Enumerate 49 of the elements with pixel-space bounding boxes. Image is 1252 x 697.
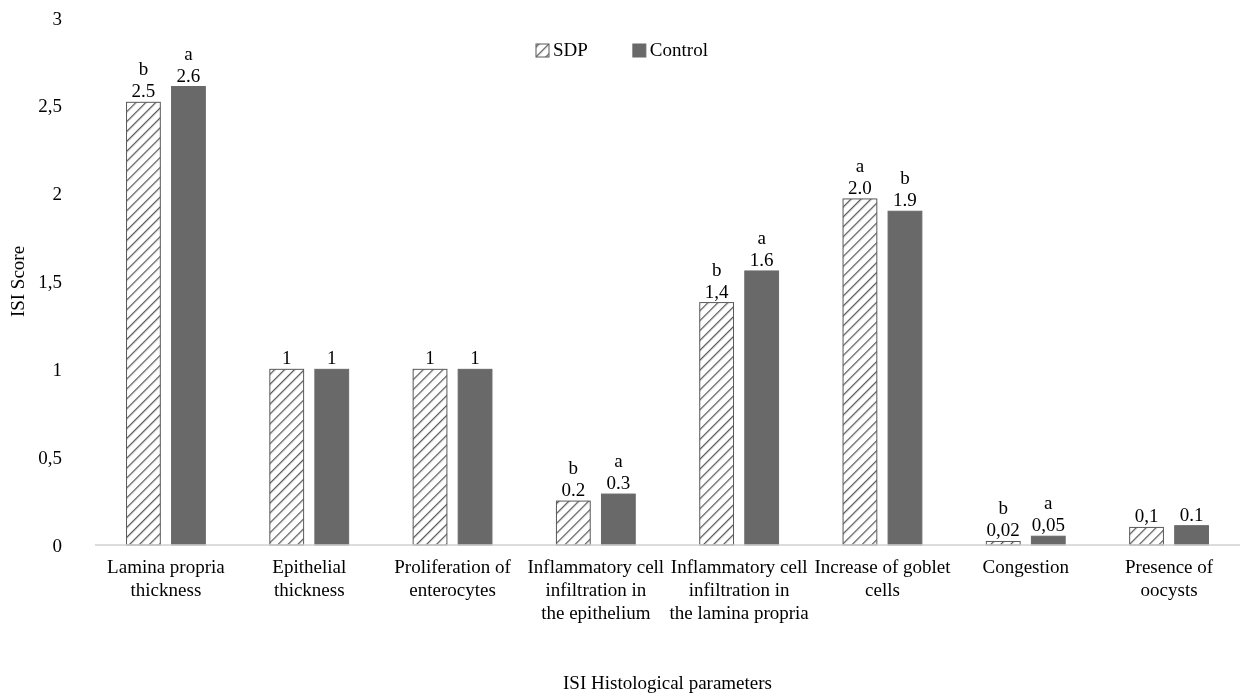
bar: [314, 368, 350, 546]
x-tick-label: Proliferation of enterocytes: [394, 556, 512, 600]
data-label: a 0,05: [1031, 492, 1065, 536]
data-label: a 1.6: [749, 226, 774, 270]
data-label: a 2.0: [848, 154, 872, 198]
bar: [744, 270, 780, 546]
data-label: b 1.9: [893, 167, 917, 211]
y-tick-label: 3: [52, 7, 62, 29]
bar: [269, 368, 305, 546]
x-tick-label: Inflammatory cell infiltration in the epithelium: [527, 556, 665, 623]
legend-label: Control: [649, 39, 708, 60]
bar: [171, 86, 206, 546]
data-label: 0,1: [1134, 505, 1159, 527]
x-axis-title: ISI Histological parameters: [563, 672, 772, 693]
x-tick-label: Inflammatory cell infiltration in the lamina propria: [669, 556, 810, 623]
data-label: b 2.5: [131, 58, 156, 102]
data-label: b 0.2: [561, 457, 586, 501]
data-label: 0.1: [1179, 503, 1204, 525]
bar: [457, 368, 493, 546]
y-axis-title: ISI Score: [7, 245, 28, 318]
bar: [842, 198, 878, 546]
y-tick-label: 0,5: [38, 446, 62, 468]
bar: [600, 493, 636, 546]
data-label: a 2.6: [176, 42, 201, 86]
y-tick-label: 1,5: [38, 271, 62, 293]
y-tick-label: 2: [52, 183, 62, 205]
data-label: b 1,4: [704, 258, 730, 302]
y-tick-label: 2,5: [38, 95, 62, 117]
x-tick-label: Presence of oocysts: [1125, 556, 1214, 600]
bar: [1129, 526, 1164, 546]
data-label: 1: [327, 347, 337, 369]
legend-label: SDP: [553, 39, 588, 60]
data-label: a 0.3: [606, 450, 631, 494]
x-tick-label: Congestion: [982, 556, 1070, 577]
bar: [126, 101, 161, 546]
data-label: 1: [470, 347, 480, 369]
bar: [412, 368, 448, 546]
data-label: b 0,02: [986, 497, 1020, 541]
y-tick-label: 1: [52, 358, 62, 380]
data-label: 1: [281, 347, 292, 369]
bar: [887, 210, 923, 546]
data-label: 1: [425, 347, 435, 369]
bar: [699, 302, 735, 546]
bar: [1174, 525, 1209, 546]
x-tick-label: Increase of goblet cells: [814, 556, 952, 600]
y-tick-label: 0: [52, 534, 62, 556]
bar: [555, 500, 591, 546]
x-tick-label: Epithelial thickness: [272, 556, 347, 600]
x-tick-label: Lamina propria thickness: [107, 556, 226, 600]
